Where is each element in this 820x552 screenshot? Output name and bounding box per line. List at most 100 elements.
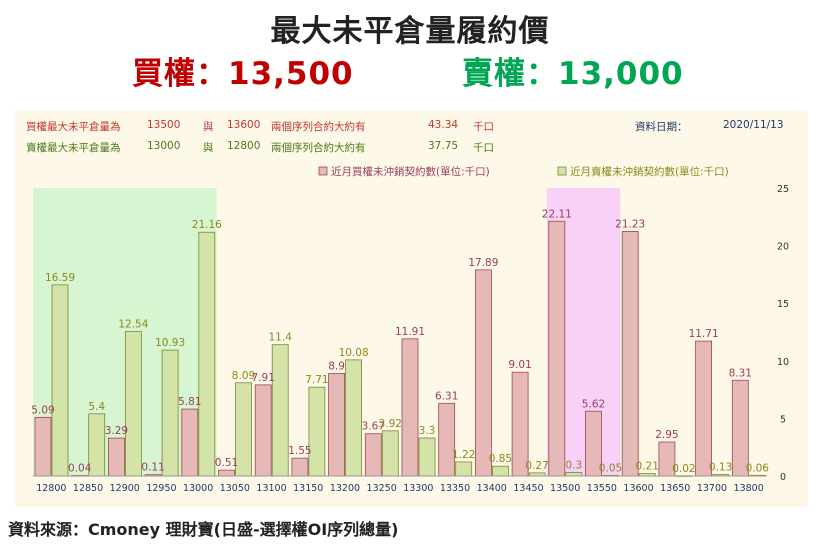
call-value-label: 11.91	[395, 326, 425, 338]
data-source-note: 資料來源：Cmoney 理財寶(日盛-選擇權OI序列總量)	[8, 520, 399, 539]
call-info-desc: 兩個序列合約大約有	[271, 121, 366, 133]
x-tick-label: 13400	[477, 483, 507, 494]
x-tick-label: 13600	[623, 483, 653, 494]
put-bar	[51, 284, 69, 477]
call-bar	[438, 402, 456, 477]
legend-put-label: 近月賣權未沖銷契約數(單位:千口)	[570, 165, 729, 178]
put-value-label: 0.05	[599, 462, 622, 474]
call-info-amount: 43.34	[428, 119, 459, 131]
call-bar	[291, 457, 309, 477]
x-tick-label: 13150	[293, 483, 323, 494]
put-bar	[345, 359, 363, 477]
x-tick-label: 12850	[73, 483, 103, 494]
call-bar	[181, 408, 199, 477]
put-info-amount: 37.75	[428, 140, 459, 152]
call-value-label: 0.04	[68, 463, 92, 475]
call-value-label: 2.95	[655, 429, 678, 441]
call-bar	[34, 416, 52, 477]
put-value-label: 0.06	[746, 462, 770, 474]
date-label: 資料日期：	[635, 121, 688, 133]
put-bar	[125, 331, 142, 477]
x-tick-label: 13500	[550, 483, 580, 494]
put-bar	[161, 349, 179, 477]
call-info-conj: 與	[203, 121, 214, 133]
put-info-label: 賣權最大未平倉量為	[26, 142, 121, 154]
put-value-label: 16.59	[45, 272, 75, 284]
call-value-label: 6.31	[435, 390, 458, 402]
chart-title: 最大未平倉量履約價	[270, 14, 550, 49]
x-tick-label: 13200	[330, 483, 360, 494]
put-bar	[491, 465, 509, 477]
x-tick-label: 13050	[220, 483, 250, 494]
call-value-label: 0.51	[215, 457, 238, 469]
legend-call-label: 近月買權未沖銷契約數(單位:千口)	[331, 165, 490, 178]
y-tick-label: 0	[780, 472, 786, 483]
put-bar	[418, 437, 436, 477]
put-value-label: 1.22	[452, 449, 475, 461]
call-bar	[548, 220, 566, 477]
put-max-oi-label: 賣權：13,000	[462, 56, 684, 92]
put-bar	[308, 386, 326, 477]
call-value-label: 1.55	[288, 445, 311, 457]
put-bar	[565, 472, 583, 477]
date-value: 2020/11/13	[723, 119, 784, 131]
call-info-label: 買權最大未平倉量為	[26, 121, 121, 133]
x-tick-label: 13350	[440, 483, 470, 494]
put-bar	[455, 461, 473, 477]
call-info-strike-b: 13600	[227, 119, 261, 131]
call-bar	[328, 373, 346, 477]
x-tick-label: 13450	[513, 483, 543, 494]
call-value-label: 3.67	[362, 421, 385, 433]
call-value-label: 8.9	[328, 360, 345, 372]
call-value-label: 21.23	[615, 218, 645, 230]
put-bar	[381, 430, 399, 477]
call-value-label: 8.31	[729, 367, 752, 379]
put-info-unit: 千口	[473, 142, 494, 154]
x-tick-label: 13550	[587, 483, 617, 494]
call-bar	[108, 437, 125, 477]
call-value-label: 9.01	[508, 359, 531, 371]
call-bar	[401, 338, 419, 477]
put-value-label: 12.54	[118, 319, 148, 331]
put-value-label: 3.92	[379, 418, 402, 430]
call-value-label: 17.89	[468, 257, 498, 269]
call-bar	[621, 231, 639, 477]
put-info-strike-b: 12800	[227, 140, 261, 152]
x-tick-label: 12800	[36, 483, 66, 494]
oi-bar-chart: 5.09 16.59 0.04 5.43.29 12.54 0.11 10.93 5.81 21…	[31, 165, 789, 494]
put-value-label: 0.02	[672, 463, 695, 475]
legend-call-swatch	[318, 166, 328, 176]
y-tick-label: 10	[777, 357, 789, 368]
x-tick-label: 13100	[256, 483, 286, 494]
put-info-conj: 與	[203, 142, 214, 154]
put-value-label: 8.09	[232, 370, 255, 382]
put-value-label: 10.93	[155, 337, 185, 349]
put-value-label: 3.3	[419, 425, 436, 437]
call-value-label: 0.11	[141, 462, 164, 474]
legend-put-swatch	[557, 166, 567, 176]
call-value-label: 7.91	[252, 372, 275, 384]
put-value-label: 11.4	[269, 332, 293, 344]
call-bar	[695, 340, 712, 477]
x-tick-label: 13300	[403, 483, 433, 494]
put-value-label: 0.3	[565, 460, 582, 472]
call-value-label: 5.81	[178, 396, 201, 408]
call-info-unit: 千口	[473, 121, 494, 133]
call-max-oi-label: 買權：13,500	[132, 56, 354, 92]
call-value-label: 5.62	[582, 398, 605, 410]
call-value-label: 22.11	[542, 208, 572, 220]
call-value-label: 5.09	[31, 404, 54, 416]
y-tick-label: 5	[780, 414, 786, 425]
put-value-label: 0.85	[489, 453, 512, 465]
x-tick-label: 13250	[367, 483, 397, 494]
x-tick-label: 13650	[660, 483, 690, 494]
x-tick-label: 12900	[110, 483, 140, 494]
call-bar	[474, 269, 492, 477]
put-bar	[198, 231, 216, 477]
call-value-label: 3.29	[105, 425, 128, 437]
y-tick-label: 15	[777, 299, 789, 310]
put-value-label: 10.08	[339, 347, 369, 359]
put-value-label: 21.16	[192, 219, 222, 231]
call-value-label: 11.71	[689, 328, 719, 340]
y-tick-label: 25	[777, 184, 789, 195]
